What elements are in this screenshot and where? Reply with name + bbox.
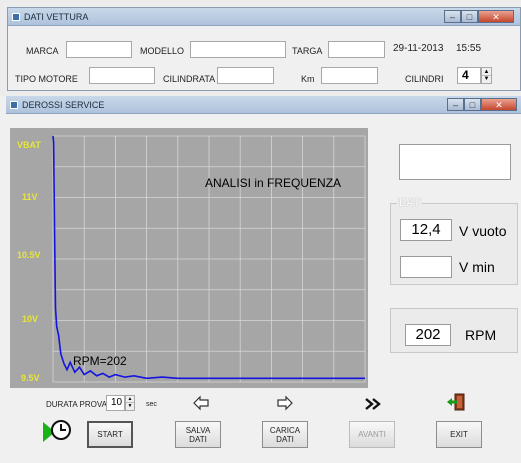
series-line [52,135,365,380]
close-icon[interactable]: ✕ [478,10,514,23]
rpm-label: RPM [465,327,497,343]
rpm-group: 202 RPM [390,308,518,353]
arrow-left-icon [193,395,209,411]
maximize-icon[interactable]: □ [464,98,481,111]
cilindri-spinner-value[interactable]: 4 [457,67,481,84]
y-tick-label: 10V [22,314,39,324]
fast-forward-icon [365,398,381,410]
maximize-icon[interactable]: □ [461,10,478,23]
bat-group: BAT 12,4 V vuoto V min [390,197,518,285]
cilindri-label: CILINDRI [405,74,444,84]
frequency-graph: ANALISI in FREQUENZA RPM=202 VBAT 11V 10… [10,128,368,388]
y-tick-label: 10.5V [17,250,41,260]
derossi-service-title: DEROSSI SERVICE [22,100,105,110]
start-button[interactable]: START [87,421,133,448]
dati-vettura-window: DATI VETTURA ‒ □ ✕ MARCA MODELLO TARGA 2… [7,7,521,91]
v-min-field [400,256,452,278]
arrow-right-icon [277,395,293,411]
exit-door-icon [447,393,465,411]
top-display [399,144,511,180]
durata-unit-label: sec [146,401,157,408]
km-label: Km [301,74,315,84]
spinner-up-icon[interactable]: ▲ [126,396,134,403]
chart-annotation: RPM=202 [73,354,127,368]
y-tick-label: 11V [22,192,38,202]
tipo-motore-label: TIPO MOTORE [15,74,78,84]
window-controls: ‒ □ ✕ [447,98,517,111]
y-tick-label: VBAT [17,140,41,150]
exit-button[interactable]: EXIT [436,421,482,448]
avanti-button[interactable]: AVANTI [349,421,395,448]
cilindrata-field[interactable] [217,67,274,84]
dati-vettura-title: DATI VETTURA [24,12,89,22]
minimize-icon[interactable]: ‒ [444,10,461,23]
marca-label: MARCA [26,46,59,56]
spinner-up-icon[interactable]: ▲ [482,69,491,76]
tipo-motore-field[interactable] [89,67,155,84]
derossi-service-titlebar[interactable]: DEROSSI SERVICE ‒ □ ✕ [6,96,521,114]
window-controls: ‒ □ ✕ [444,10,514,23]
frequency-chart [52,135,366,383]
modello-field[interactable] [190,41,286,58]
minimize-icon[interactable]: ‒ [447,98,464,111]
app-icon [10,101,18,109]
spinner-down-icon[interactable]: ▼ [127,403,133,409]
durata-prova-label: DURATA PROVA [46,400,107,409]
v-vuoto-label: V vuoto [459,223,507,239]
date-display: 29-11-2013 [393,43,444,54]
bat-group-label: BAT [397,197,422,209]
spinner-down-icon[interactable]: ▼ [483,76,490,82]
targa-field[interactable] [328,41,385,58]
marca-field[interactable] [66,41,132,58]
carica-dati-button[interactable]: CARICA DATI [262,421,308,448]
y-tick-label: 9.5V [21,373,40,383]
timer-icon [43,420,71,442]
time-display: 15:55 [456,43,482,54]
modello-label: MODELLO [140,46,185,56]
salva-dati-button[interactable]: SALVA DATI [175,421,221,448]
v-vuoto-field: 12,4 [400,219,452,241]
app-icon [12,13,20,21]
close-icon[interactable]: ✕ [481,98,517,111]
rpm-field: 202 [405,324,451,346]
dati-vettura-titlebar[interactable]: DATI VETTURA ‒ □ ✕ [8,8,520,26]
v-min-label: V min [459,259,495,275]
cilindri-spinner-buttons[interactable]: ▲ ▼ [481,67,492,84]
cilindrata-label: CILINDRATA [163,74,216,84]
durata-prova-field[interactable]: 10 [106,395,125,411]
targa-label: TARGA [292,46,323,56]
km-field[interactable] [321,67,378,84]
chart-title: ANALISI in FREQUENZA [205,176,342,190]
durata-spinner-buttons[interactable]: ▲ ▼ [125,395,135,411]
